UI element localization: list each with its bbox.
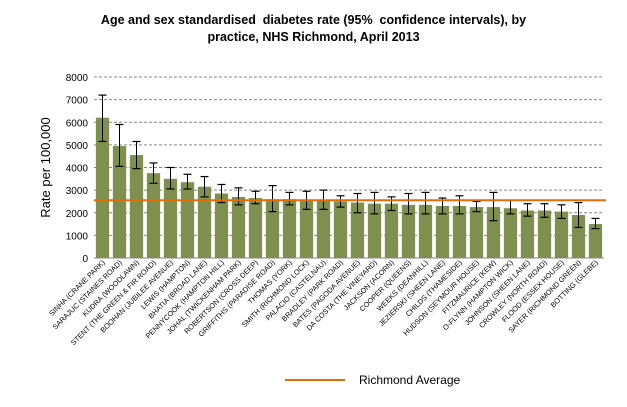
bar: [248, 198, 263, 258]
bar: [520, 210, 535, 258]
y-tick-label: 2000: [66, 209, 89, 220]
bar: [163, 178, 178, 258]
y-tick-label: 7000: [66, 96, 89, 107]
y-tick-label: 1000: [66, 231, 89, 242]
y-tick-label: 8000: [66, 73, 89, 84]
bar: [197, 186, 212, 258]
bar: [214, 193, 229, 258]
bar: [265, 199, 280, 258]
bar: [384, 203, 399, 258]
bar: [588, 224, 603, 258]
bar: [231, 196, 246, 258]
chart-title-line-2: practice, NHS Richmond, April 2013: [207, 30, 420, 44]
bar: [299, 200, 314, 258]
chart-title-line-1: Age and sex standardised diabetes rate (…: [100, 13, 527, 27]
bar: [350, 202, 365, 258]
bar: [435, 205, 450, 258]
bar: [180, 182, 195, 258]
bar: [537, 210, 552, 258]
y-tick-label: 6000: [66, 118, 89, 129]
y-tick-label: 0: [82, 254, 88, 265]
bar: [282, 199, 297, 258]
legend: Richmond Average: [285, 370, 460, 390]
bar: [316, 200, 331, 258]
bar: [469, 207, 484, 258]
bar: [418, 204, 433, 258]
y-tick-label: 5000: [66, 141, 89, 152]
bar: [129, 155, 144, 258]
bar: [554, 211, 569, 258]
y-axis-ticks: 0 1000 2000 3000 4000 5000 6000 7000 8000: [66, 73, 89, 265]
bar: [95, 117, 110, 258]
x-axis-labels: SINHA (CRANE PARK)SARAJUC (STAINES ROAD)…: [47, 258, 600, 347]
bars: [95, 117, 603, 258]
bar: [112, 146, 127, 258]
bar: [503, 208, 518, 258]
bar: [571, 215, 586, 258]
bar: [486, 207, 501, 258]
bar: [452, 205, 467, 258]
legend-swatch-richmond-average: [285, 379, 345, 381]
legend-label: Richmond Average: [359, 373, 461, 387]
y-axis-title: Rate per 100,000: [38, 117, 53, 217]
error-bars: [98, 94, 600, 230]
gridlines: [94, 76, 604, 236]
bar: [333, 201, 348, 258]
bar: [146, 173, 161, 258]
y-tick-label: 3000: [66, 186, 89, 197]
bar: [401, 204, 416, 258]
bar: [367, 203, 382, 258]
chart-title: Age and sex standardised diabetes rate (…: [0, 12, 627, 46]
y-tick-label: 4000: [66, 164, 89, 175]
